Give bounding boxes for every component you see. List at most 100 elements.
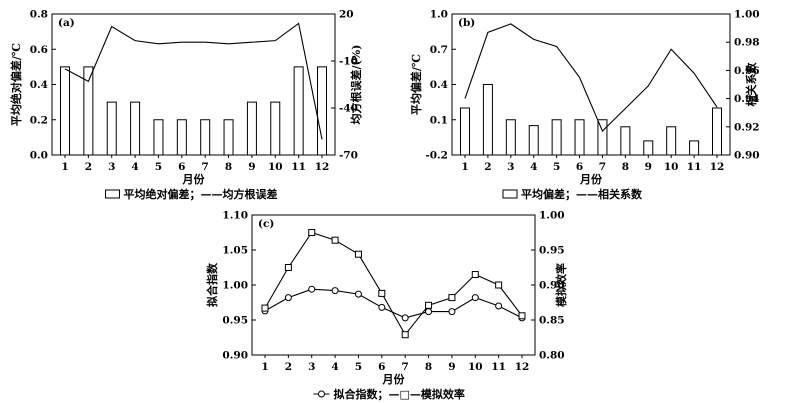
y2-tick-label: 0.94 [734,93,760,105]
x-tick-label: 8 [622,161,629,173]
bar [666,126,677,156]
circle-marker [471,294,479,302]
bar [620,126,631,156]
circle-marker [284,294,292,302]
square-marker [448,294,456,302]
y2-tick-label: 0.80 [539,350,565,362]
x-tick-label: 9 [448,361,455,373]
legend-circle-marker [318,390,325,398]
bar [60,66,70,156]
y-axis-label: 拟合指数 [205,262,219,307]
bar [83,66,94,156]
x-axis-label: 月份 [382,372,406,386]
bar [460,107,470,156]
y2-tick-label: 0.90 [734,150,760,162]
x-tick-label: 1 [461,161,468,173]
y2-axis-label: 相关系数 [744,62,758,107]
bar [482,84,493,156]
square-marker [308,229,316,236]
plot-frame [251,214,536,356]
x-tick-label: 10 [268,161,283,173]
y-tick-label: 0.2 [30,114,48,126]
bar [528,125,539,156]
circle-marker [331,287,339,295]
square-marker [495,281,503,289]
x-tick-label: 6 [178,161,185,173]
bar [293,66,304,156]
panel-label: (c) [258,218,274,230]
y-axis-label: 平均偏差/℃ [409,54,423,115]
x-tick-label: 12 [315,161,330,173]
x-tick-label: 11 [491,361,506,373]
y2-tick-label: 20 [339,9,354,21]
square-marker [284,264,292,271]
chart-panel-2: -0.2 0.1 0.4 0.7 1.0 0.90 0.92 0.94 0.96 0.98 1.00… [409,9,760,202]
y2-tick-label: 0.92 [734,121,760,133]
bar [130,101,141,156]
legend-bar-swatch [105,189,120,199]
panel-label: (a) [58,17,75,29]
bar [505,119,516,156]
bar [317,66,327,156]
x-tick-label: 5 [355,361,362,373]
bar [223,119,234,156]
y-tick-label: 0.4 [30,79,48,91]
plot-frame [451,13,731,156]
bar [176,119,187,156]
y-tick-label: 0.6 [30,44,48,56]
x-tick-label: 4 [331,361,338,373]
x-tick-label: 8 [225,161,232,173]
x-tick-label: 10 [664,161,679,173]
y-tick-label: 0.90 [222,350,248,362]
x-tick-label: 5 [155,161,162,173]
series-line [264,288,523,319]
y-tick-label: 1.05 [222,245,248,257]
y2-tick-label: 0.98 [734,37,760,49]
y-tick-label: 0.1 [430,114,448,126]
plot-frame [51,13,336,156]
circle-marker [401,314,409,322]
legend-bar-swatch [502,189,518,199]
y-tick-label: 1.0 [430,9,448,21]
y2-tick-label: -70 [339,150,358,162]
square-marker [401,331,409,339]
square-marker [331,236,339,244]
x-tick-label: 1 [61,161,68,173]
x-tick-label: 6 [576,161,583,173]
x-tick-label: 9 [645,161,652,173]
y-tick-label: 0.95 [222,315,248,327]
bar [270,101,281,156]
x-tick-label: 3 [507,161,514,173]
y-tick-label: 0.8 [30,9,48,21]
bar [153,119,164,156]
x-tick-label: 6 [378,361,385,373]
x-tick-label: 12 [710,161,725,173]
x-tick-label: 4 [530,161,537,173]
x-tick-label: 5 [553,161,560,173]
y-tick-label: 1.00 [222,280,248,292]
x-tick-label: 11 [687,161,702,173]
x-tick-label: 3 [108,161,115,173]
bar [106,101,117,156]
chart-panel-3: 0.90 0.95 1.00 1.05 1.10 0.80 0.85 0.90 0.95 1.00… [205,210,568,402]
y2-tick-label: 0.90 [539,280,565,292]
x-tick-label: 2 [484,161,491,173]
x-tick-label: 7 [402,361,409,373]
square-marker [261,304,269,312]
y-tick-label: 1.10 [222,210,248,222]
y-tick-label: 0.4 [430,79,448,91]
legend: 拟合指数；—□—模拟效率 [313,387,465,401]
legend-text: 拟合指数；—□—模拟效率 [334,387,465,401]
panel-label: (b) [458,17,475,29]
y2-axis-label: 模拟效率 [554,263,568,307]
y2-tick-label: 0.96 [734,65,760,77]
y2-tick-label: 0.95 [539,245,565,257]
x-tick-label: 4 [131,161,138,173]
legend: 平均偏差；——相关系数 [502,187,643,201]
square-marker [518,312,526,320]
series-line [464,23,718,132]
y2-tick-label: 1.00 [539,210,565,222]
x-tick-label: 10 [468,361,483,373]
x-tick-label: 7 [202,161,209,173]
square-marker [425,301,433,309]
